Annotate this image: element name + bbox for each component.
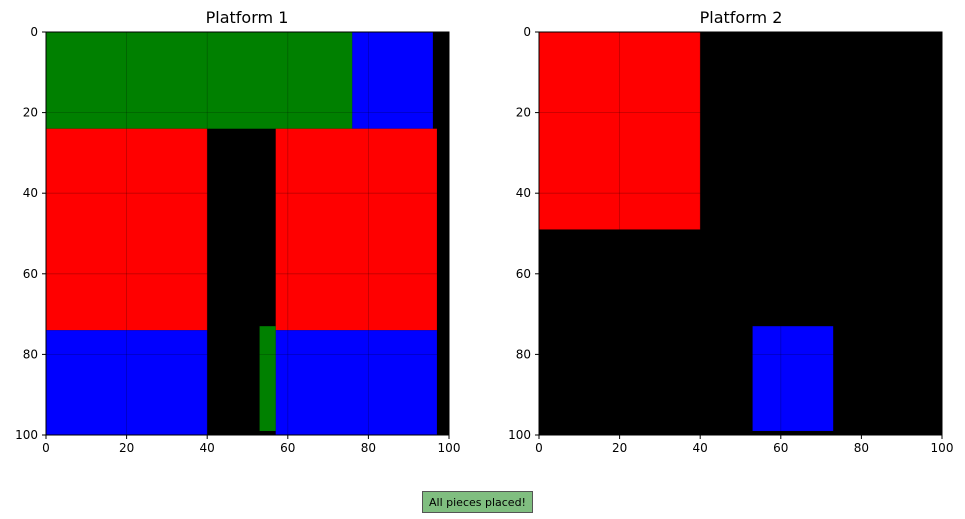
platform-1-y-tick-label: 20 (23, 106, 38, 120)
platform-2-x-tick-label: 60 (773, 441, 788, 455)
platform-1-y-tick-label: 60 (23, 267, 38, 281)
platform-1-frame (45, 31, 450, 436)
platform-2-frame (538, 31, 943, 436)
platform-2-axes: Platform 2 0 20 40 60 80 100 0 20 40 60 80 100 (508, 8, 953, 455)
platform-2-y-tick-label: 20 (516, 106, 531, 120)
platform-1-y-tick-label: 80 (23, 347, 38, 361)
platform-2-x-tick-label: 40 (693, 441, 708, 455)
platform-2-piece-1 (539, 32, 701, 230)
platform-1-x-tick-label: 40 (200, 441, 215, 455)
platform-1-x-tick-label: 0 (42, 441, 50, 455)
platform-1-x-tick-label: 60 (280, 441, 295, 455)
platform-2-y-tick-label: 40 (516, 186, 531, 200)
platform-2-title: Platform 2 (700, 8, 783, 27)
platform-1-x-tick-label: 20 (119, 441, 134, 455)
platform-1-piece-1 (46, 32, 353, 129)
platform-1-title: Platform 1 (206, 8, 289, 27)
platform-1-piece-5 (46, 330, 208, 435)
platform-1-piece-3 (46, 128, 208, 331)
platform-1-y-tick-label: 0 (30, 25, 38, 39)
platform-1-axes: Platform 1 0 20 40 60 80 100 0 20 40 60 80 100 (15, 8, 460, 455)
platform-1-piece-2 (352, 32, 433, 129)
platform-1-x-tick-label: 80 (361, 441, 376, 455)
platform-2-x-tick-label: 80 (854, 441, 869, 455)
platform-2-x-tick-label: 20 (612, 441, 627, 455)
platform-1-x-tick-label: 100 (438, 441, 461, 455)
platform-2-y-tick-label: 100 (508, 428, 531, 442)
platform-1-piece-4 (275, 128, 437, 331)
platform-2-x-tick-label: 100 (931, 441, 954, 455)
platform-1-piece-7 (259, 326, 276, 431)
platform-2-y-tick-label: 0 (523, 25, 531, 39)
platform-1-y-tick-label: 100 (15, 428, 38, 442)
platform-2-y-tick-label: 80 (516, 347, 531, 361)
platform-2-piece-2 (752, 326, 834, 431)
platform-1-piece-6 (275, 330, 437, 435)
platform-2-y-tick-label: 60 (516, 267, 531, 281)
platform-1-y-tick-label: 40 (23, 186, 38, 200)
status-message: All pieces placed! (422, 491, 533, 513)
platform-2-x-tick-label: 0 (535, 441, 543, 455)
